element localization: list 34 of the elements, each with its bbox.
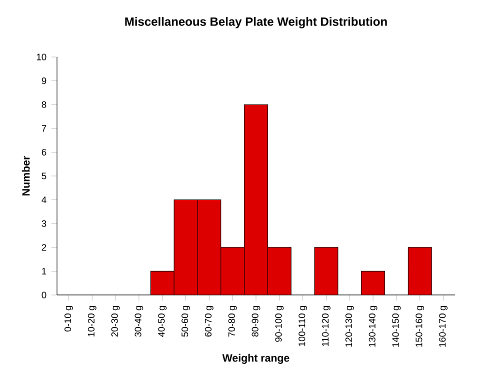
x-tick-label: 130-140 g bbox=[368, 306, 378, 347]
x-tick-label: 120-130 g bbox=[345, 306, 354, 347]
y-tick-label: 10 bbox=[36, 54, 46, 60]
x-tick-label: 70-80 g bbox=[228, 306, 237, 337]
chart-title: Miscellaneous Belay Plate Weight Distribution bbox=[125, 17, 387, 28]
y-tick-label: 1 bbox=[42, 268, 46, 274]
x-tick-label: 150-160 g bbox=[416, 306, 424, 347]
bar bbox=[361, 271, 385, 295]
x-tick-label: 60-70 g bbox=[204, 306, 214, 337]
y-tick-label: 5 bbox=[42, 172, 46, 180]
x-tick-label: 10-20 g bbox=[88, 306, 96, 336]
y-tick-label: 3 bbox=[42, 220, 46, 227]
x-tick-label: 90-100 g bbox=[275, 306, 284, 342]
x-tick-label: 160-170 g bbox=[439, 306, 448, 347]
x-tick-label: 40-50 g bbox=[158, 306, 167, 337]
y-tick-label: 0 bbox=[42, 292, 46, 298]
x-tick-label: 100-110 g bbox=[298, 306, 308, 346]
bar bbox=[408, 247, 432, 295]
x-axis-title: Weight range bbox=[222, 354, 290, 364]
x-tick-label: 50-60 g bbox=[182, 306, 190, 337]
x-tick-label: 110-120 g bbox=[322, 306, 330, 346]
y-tick-label: 9 bbox=[42, 78, 46, 84]
x-tick-label: 80-90 g bbox=[252, 306, 260, 337]
y-axis-title: Number bbox=[22, 156, 30, 196]
x-tick-label: 30-40 g bbox=[134, 306, 144, 337]
x-tick-label: 20-30 g bbox=[111, 306, 120, 337]
y-tick-label: 4 bbox=[42, 196, 46, 203]
x-tick-label: 0-10 g bbox=[64, 306, 73, 332]
x-tick-label: 140-150 g bbox=[392, 306, 401, 347]
y-tick-label: 7 bbox=[42, 125, 46, 132]
y-tick-label: 6 bbox=[42, 148, 46, 156]
bar bbox=[314, 247, 338, 295]
y-tick-label: 8 bbox=[42, 101, 46, 108]
y-tick-label: 2 bbox=[42, 244, 46, 251]
